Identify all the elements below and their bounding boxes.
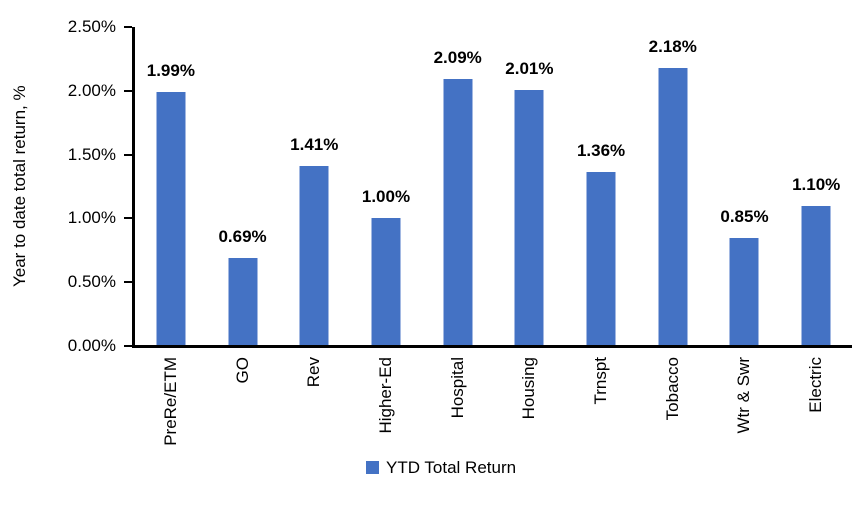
y-tick-label: 2.00% xyxy=(67,80,116,100)
bar-data-label: 2.09% xyxy=(433,48,482,68)
y-axis-line xyxy=(132,27,135,348)
x-category-label: Rev xyxy=(304,357,324,388)
bar xyxy=(514,89,544,346)
x-category-label: Hospital xyxy=(447,357,467,419)
y-tick-label: 1.50% xyxy=(67,144,116,164)
bar-data-label: 1.99% xyxy=(146,61,195,81)
bar-slot: 1.99% xyxy=(135,27,207,346)
bar-slot: 1.41% xyxy=(278,27,350,346)
x-category-label: Wtr & Swr xyxy=(734,357,754,434)
bar xyxy=(371,218,401,346)
plot-area: 1.99% 0.69% 1.41% 1.00% 2.09% 2.01% 1.36% 2.18%… xyxy=(124,26,852,348)
y-tick-mark xyxy=(124,217,132,220)
bar-data-label: 1.10% xyxy=(792,174,841,194)
x-category-label: Housing xyxy=(519,357,539,420)
bar-data-label: 1.36% xyxy=(576,141,626,161)
bar xyxy=(228,257,258,346)
bar xyxy=(443,79,473,346)
bar-data-label: 1.41% xyxy=(290,135,339,155)
bar xyxy=(586,172,616,346)
y-tick-mark xyxy=(124,89,132,92)
x-category-label: Trnspt xyxy=(591,357,611,405)
bar-slot: 1.36% xyxy=(565,27,637,346)
x-category-label: Tobacco xyxy=(662,357,682,421)
y-tick-mark xyxy=(124,281,132,284)
bar xyxy=(156,92,186,346)
bar-slot: 0.69% xyxy=(207,27,279,346)
x-category-label: PreRe/ETM xyxy=(160,357,180,446)
bar-data-label: 2.01% xyxy=(505,58,554,78)
bar-slot: 2.01% xyxy=(494,27,566,346)
bars-container: 1.99% 0.69% 1.41% 1.00% 2.09% 2.01% 1.36% 2.18%… xyxy=(135,27,852,346)
bar xyxy=(729,237,759,346)
bar-slot: 2.18% xyxy=(637,27,709,346)
bar xyxy=(299,166,329,346)
bar xyxy=(801,205,831,346)
legend-swatch-icon xyxy=(366,461,379,474)
y-tick-label: 0.50% xyxy=(67,272,116,292)
y-tick-mark xyxy=(124,345,132,347)
bar-slot: 1.00% xyxy=(350,27,422,346)
y-tick-mark xyxy=(124,26,132,28)
bar-data-label: 2.18% xyxy=(648,36,697,56)
x-category-label: Electric xyxy=(806,357,826,413)
y-tick-mark xyxy=(124,153,132,156)
bar-slot: 1.10% xyxy=(780,27,852,346)
x-axis-line xyxy=(132,345,852,348)
y-tick-label: 1.00% xyxy=(67,208,116,228)
y-axis-tick-labels: 0.00% 0.50% 1.00% 1.50% 2.00% 2.50% xyxy=(0,17,116,355)
legend-label: YTD Total Return xyxy=(386,458,517,477)
legend: YTD Total Return xyxy=(366,459,516,476)
y-tick-label: 2.50% xyxy=(67,17,116,36)
bar-data-label: 0.69% xyxy=(218,226,267,246)
x-category-label: GO xyxy=(232,357,252,384)
bar-data-label: 1.00% xyxy=(361,187,411,207)
bar-slot: 2.09% xyxy=(422,27,494,346)
x-category-label: Higher-Ed xyxy=(375,357,395,434)
bar-slot: 0.85% xyxy=(709,27,781,346)
y-tick-label: 0.00% xyxy=(67,336,116,355)
x-axis-category-labels: PreRe/ETM GO Rev Higher-Ed Hospital Housing Tr… xyxy=(135,357,852,462)
bar-data-label: 0.85% xyxy=(720,206,769,226)
bar xyxy=(658,67,688,346)
